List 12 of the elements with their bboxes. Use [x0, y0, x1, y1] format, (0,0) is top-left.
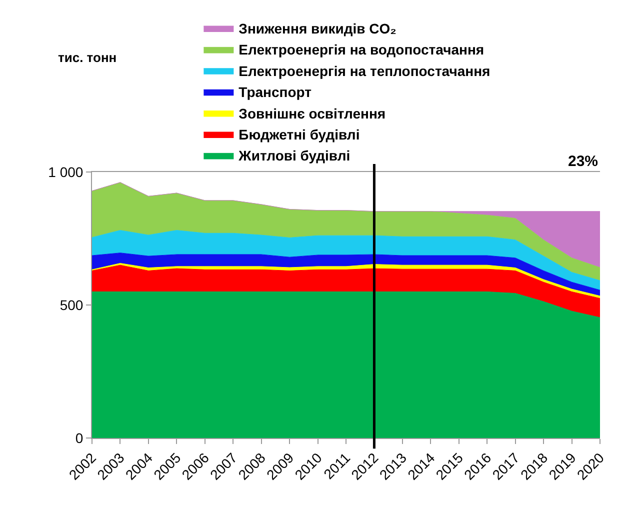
text: 23% — [568, 153, 598, 170]
y-tick-label: 1 000 — [48, 164, 84, 180]
y-tick-label: 500 — [60, 296, 84, 313]
legend-label: Зниження викидів CO₂ — [238, 20, 396, 36]
legend-label: Бюджетні будівлі — [238, 126, 360, 142]
legend-label: Житлові будівлі — [238, 148, 350, 164]
legend-label: Електроенергія на водопостачання — [238, 42, 484, 58]
legend-label: Зовнішнє освітлення — [238, 105, 386, 122]
y-tick-label: 0 — [75, 430, 84, 446]
legend-label: Транспорт — [238, 84, 312, 100]
text: тис. тонн — [58, 50, 117, 65]
legend-label: Електроенергія на теплопостачання — [238, 62, 490, 79]
